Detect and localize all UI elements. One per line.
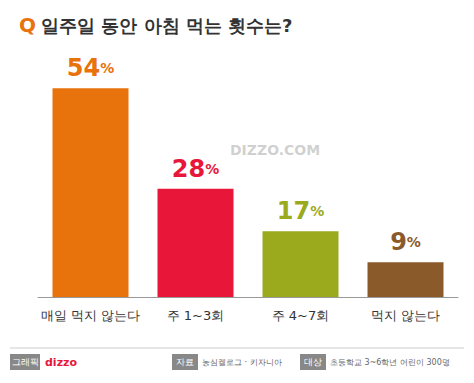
svg-text:먹지 않는다: 먹지 않는다 xyxy=(371,308,440,323)
svg-text:매일 먹지 않는다: 매일 먹지 않는다 xyxy=(41,308,140,323)
svg-text:%: % xyxy=(205,161,219,177)
svg-text:54: 54 xyxy=(67,54,100,82)
svg-text:자료: 자료 xyxy=(176,357,194,367)
svg-text:17: 17 xyxy=(277,197,310,225)
svg-text:28: 28 xyxy=(172,155,205,183)
svg-text:그래픽: 그래픽 xyxy=(12,357,39,367)
svg-text:일주일 동안 아침 먹는 횟수는?: 일주일 동안 아침 먹는 횟수는? xyxy=(41,15,293,36)
svg-text:9: 9 xyxy=(390,228,407,256)
svg-text:초등학교 3~6학년 어린이 300명: 초등학교 3~6학년 어린이 300명 xyxy=(330,358,450,367)
svg-text:%: % xyxy=(310,203,324,219)
svg-text:대상: 대상 xyxy=(304,357,322,367)
svg-text:dizzo: dizzo xyxy=(45,356,77,369)
svg-text:농심켈로그 · 키자니아: 농심켈로그 · 키자니아 xyxy=(202,358,282,367)
svg-text:Q: Q xyxy=(19,13,36,37)
svg-text:%: % xyxy=(407,234,421,250)
svg-text:주 4~7회: 주 4~7회 xyxy=(272,308,330,323)
svg-text:주 1~3회: 주 1~3회 xyxy=(167,308,225,323)
svg-text:%: % xyxy=(100,60,114,76)
svg-text:DIZZO.COM: DIZZO.COM xyxy=(230,142,320,158)
